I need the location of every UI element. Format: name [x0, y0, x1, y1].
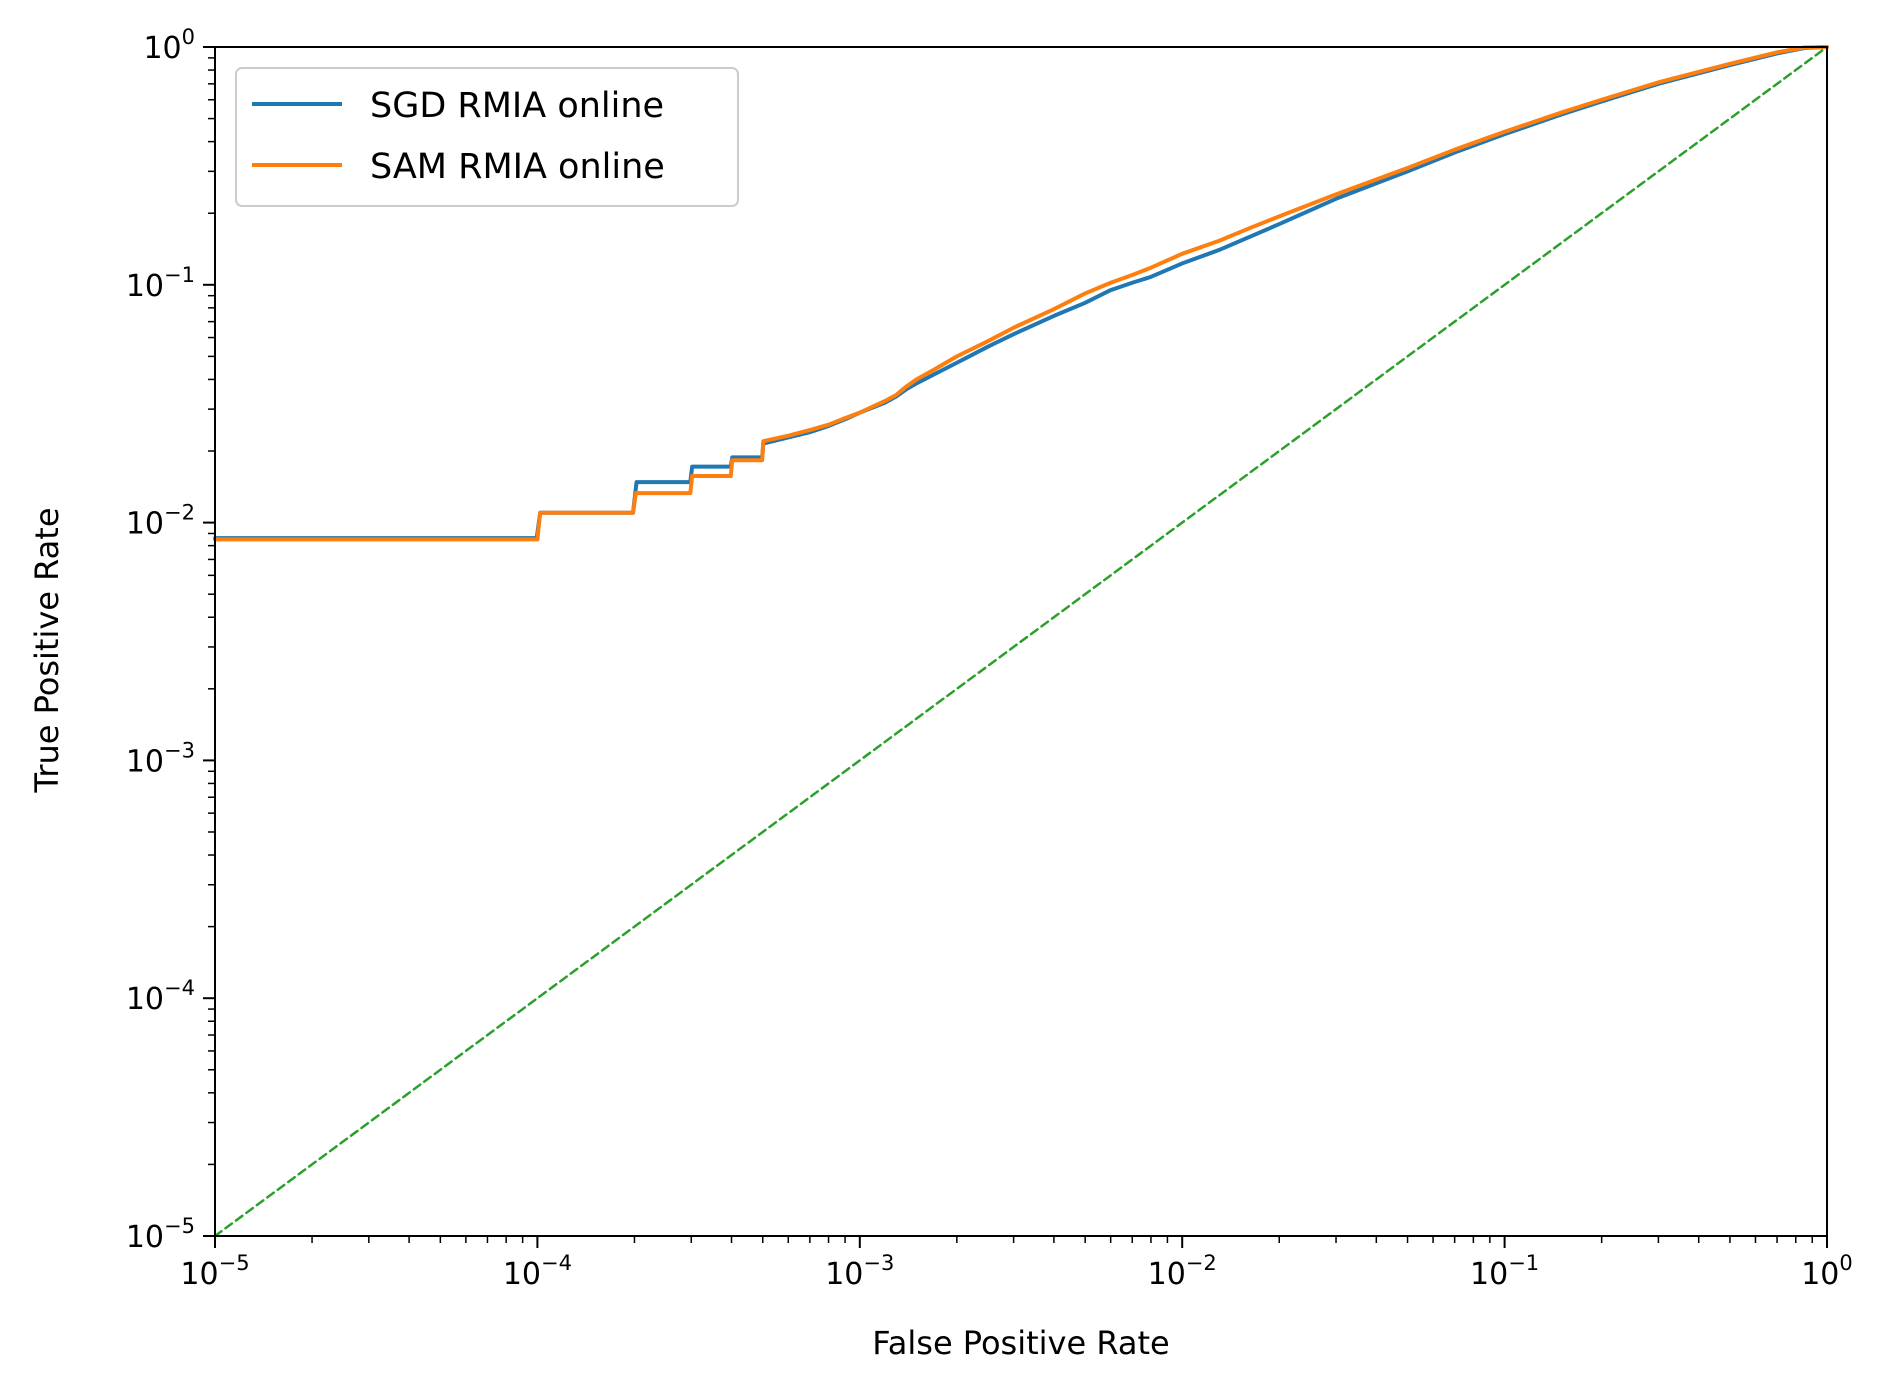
x-tick-label: 10−3 — [825, 1251, 894, 1292]
legend-box — [235, 67, 739, 207]
random-guess-diagonal-line — [213, 45, 1829, 1238]
y-tick-label: 10−4 — [126, 976, 195, 1017]
x-tick-label: 10−2 — [1148, 1251, 1217, 1292]
major-ticks — [203, 46, 1828, 1248]
legend-label-sam: SAM RMIA online — [370, 147, 665, 187]
series-line-sam — [213, 45, 1829, 542]
legend-label-sgd: SGD RMIA online — [370, 86, 664, 126]
series-layer — [213, 45, 1829, 1238]
y-tick-label: 10−2 — [126, 501, 195, 542]
x-tick-label: 100 — [1801, 1251, 1853, 1292]
x-tick-label: 10−5 — [180, 1251, 249, 1292]
x-tick-label: 10−1 — [1470, 1251, 1539, 1292]
y-axis-label: True Positive Rate — [28, 507, 66, 793]
legend: SGD RMIA online SAM RMIA online — [235, 67, 739, 207]
x-tick-label: 10−4 — [503, 1251, 572, 1292]
minor-ticks — [208, 57, 1813, 1243]
x-tick-labels: 10−5 10−4 10−3 10−2 10−1 100 — [180, 1251, 1852, 1292]
y-tick-label: 10−3 — [126, 738, 195, 779]
y-tick-label: 100 — [143, 25, 195, 66]
y-tick-label: 10−5 — [126, 1214, 195, 1255]
plot-area-frame — [214, 46, 1828, 1237]
y-tick-label: 10−1 — [126, 263, 195, 304]
y-tick-labels: 10−5 10−4 10−3 10−2 10−1 100 — [126, 25, 195, 1255]
x-axis-label: False Positive Rate — [872, 1324, 1169, 1362]
